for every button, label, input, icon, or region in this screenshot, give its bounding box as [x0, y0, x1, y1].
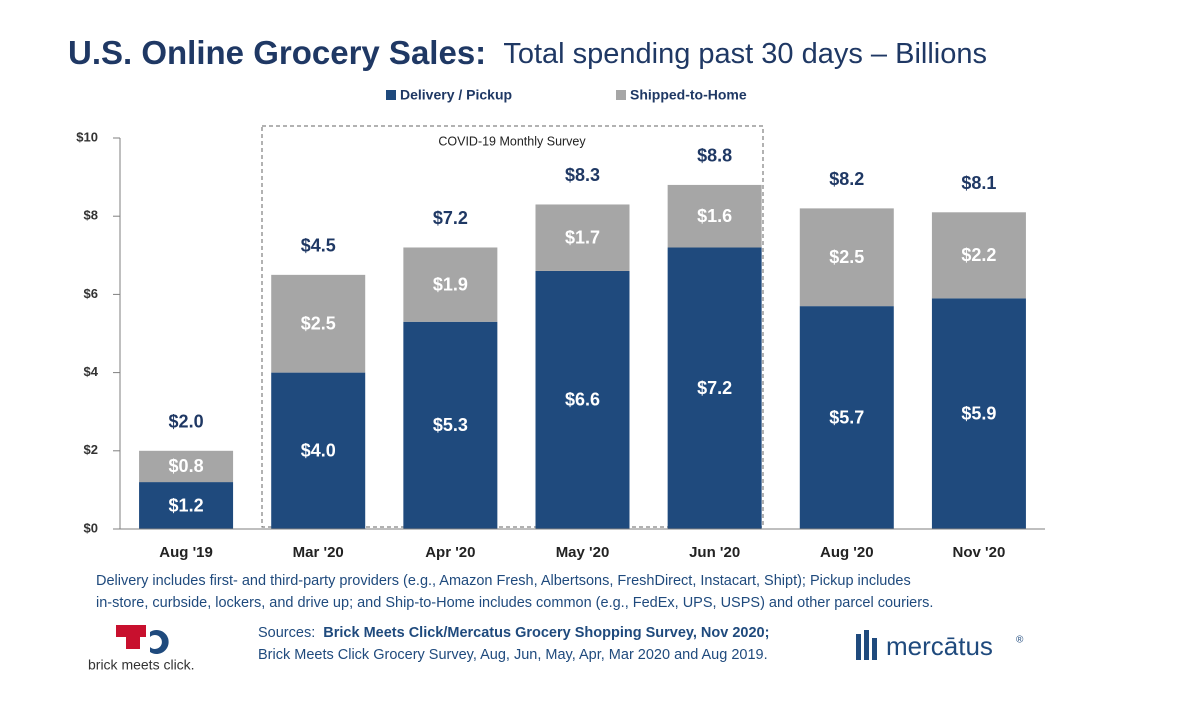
bar-value-label: $2.2: [961, 245, 996, 265]
logo-shape: [872, 638, 877, 660]
bar-value-label: $5.3: [433, 415, 468, 435]
chart-subtitle: Total spending past 30 days – Billions: [503, 38, 987, 70]
logo-shape: [856, 634, 861, 660]
total-label: $8.1: [961, 173, 996, 193]
bar-segment: [403, 247, 498, 322]
bar-value-label: $0.8: [169, 456, 204, 476]
bar-value-label: $1.6: [697, 206, 732, 226]
bar-value-label: $1.9: [433, 274, 468, 294]
y-tick-label: $6: [84, 286, 98, 301]
legend-swatch: [386, 90, 396, 100]
logo-mark: ®: [1016, 635, 1024, 646]
bar-value-label: $1.7: [565, 227, 600, 247]
bar-segment: [535, 204, 630, 271]
bar-segment: [667, 247, 762, 530]
sources-label: Sources:: [258, 625, 315, 641]
covid-box: [261, 125, 764, 528]
sources: Brick Meets Click Grocery Survey, Aug, J…: [258, 647, 768, 663]
total-label: $4.5: [301, 236, 336, 256]
bar-value-label: $2.5: [301, 313, 336, 333]
bar-segment: [931, 298, 1026, 529]
y-tick-label: $8: [84, 208, 98, 223]
total-label: $8.3: [565, 165, 600, 185]
bar-segment: [271, 274, 366, 373]
bar-value-label: $4.0: [301, 441, 336, 461]
bar-segment: [931, 212, 1026, 299]
total-label: $8.2: [829, 169, 864, 189]
bar-value-label: $5.7: [829, 407, 864, 427]
bar-value-label: $5.9: [961, 403, 996, 423]
sources-main: Brick Meets Click/Mercatus Grocery Shopp…: [323, 625, 769, 641]
sources: Sources: Brick Meets Click/Mercatus Groc…: [258, 625, 769, 641]
total-label: $8.8: [697, 146, 732, 166]
bar-segment: [799, 306, 894, 529]
x-tick-label: Jun '20: [689, 544, 740, 561]
y-tick-label: $0: [84, 520, 98, 535]
x-tick-label: Aug '20: [820, 544, 874, 561]
bmc-logo: brick meets click.: [88, 625, 195, 673]
total-label: $2.0: [169, 412, 204, 432]
title-line: U.S. Online Grocery Sales: Total spendin…: [68, 34, 987, 71]
bar-value-label: $2.5: [829, 247, 864, 267]
y-tick-label: $10: [76, 129, 98, 144]
bar-segment: [271, 372, 366, 529]
y-tick-label: $4: [84, 364, 99, 379]
bar-value-label: $6.6: [565, 390, 600, 410]
bar-segment: [139, 450, 234, 483]
logo-text: mercātus: [886, 631, 993, 661]
annotation: COVID-19 Monthly Survey: [438, 134, 586, 148]
chart-title: U.S. Online Grocery Sales:: [68, 34, 486, 71]
logo-shape: [150, 630, 169, 654]
logo-shape: [116, 625, 146, 637]
mercatus-logo: mercātus ®: [856, 630, 1024, 661]
logo-shape: [864, 630, 869, 660]
legend-label: Shipped-to-Home: [630, 87, 747, 103]
bar-segment: [535, 270, 630, 529]
bar-value-label: $7.2: [697, 378, 732, 398]
bar-segment: [139, 482, 234, 529]
x-tick-label: Mar '20: [293, 544, 344, 561]
x-tick-label: Nov '20: [953, 544, 1006, 561]
x-tick-label: Aug '19: [159, 544, 213, 561]
total-label: $7.2: [433, 208, 468, 228]
legend-swatch: [616, 90, 626, 100]
footnote: Delivery includes first- and third-party…: [96, 573, 911, 589]
footnote: in-store, curbside, lockers, and drive u…: [96, 595, 933, 611]
y-tick-label: $2: [84, 442, 98, 457]
bar-segment: [403, 321, 498, 529]
logo-shape: [126, 637, 140, 649]
bar-value-label: $1.2: [169, 495, 204, 515]
legend-label: Delivery / Pickup: [400, 87, 512, 103]
logo-text: brick meets click.: [88, 657, 195, 673]
bar-segment: [799, 208, 894, 307]
bar-segment: [667, 184, 762, 248]
x-tick-label: Apr '20: [425, 544, 475, 561]
x-tick-label: May '20: [556, 544, 610, 561]
